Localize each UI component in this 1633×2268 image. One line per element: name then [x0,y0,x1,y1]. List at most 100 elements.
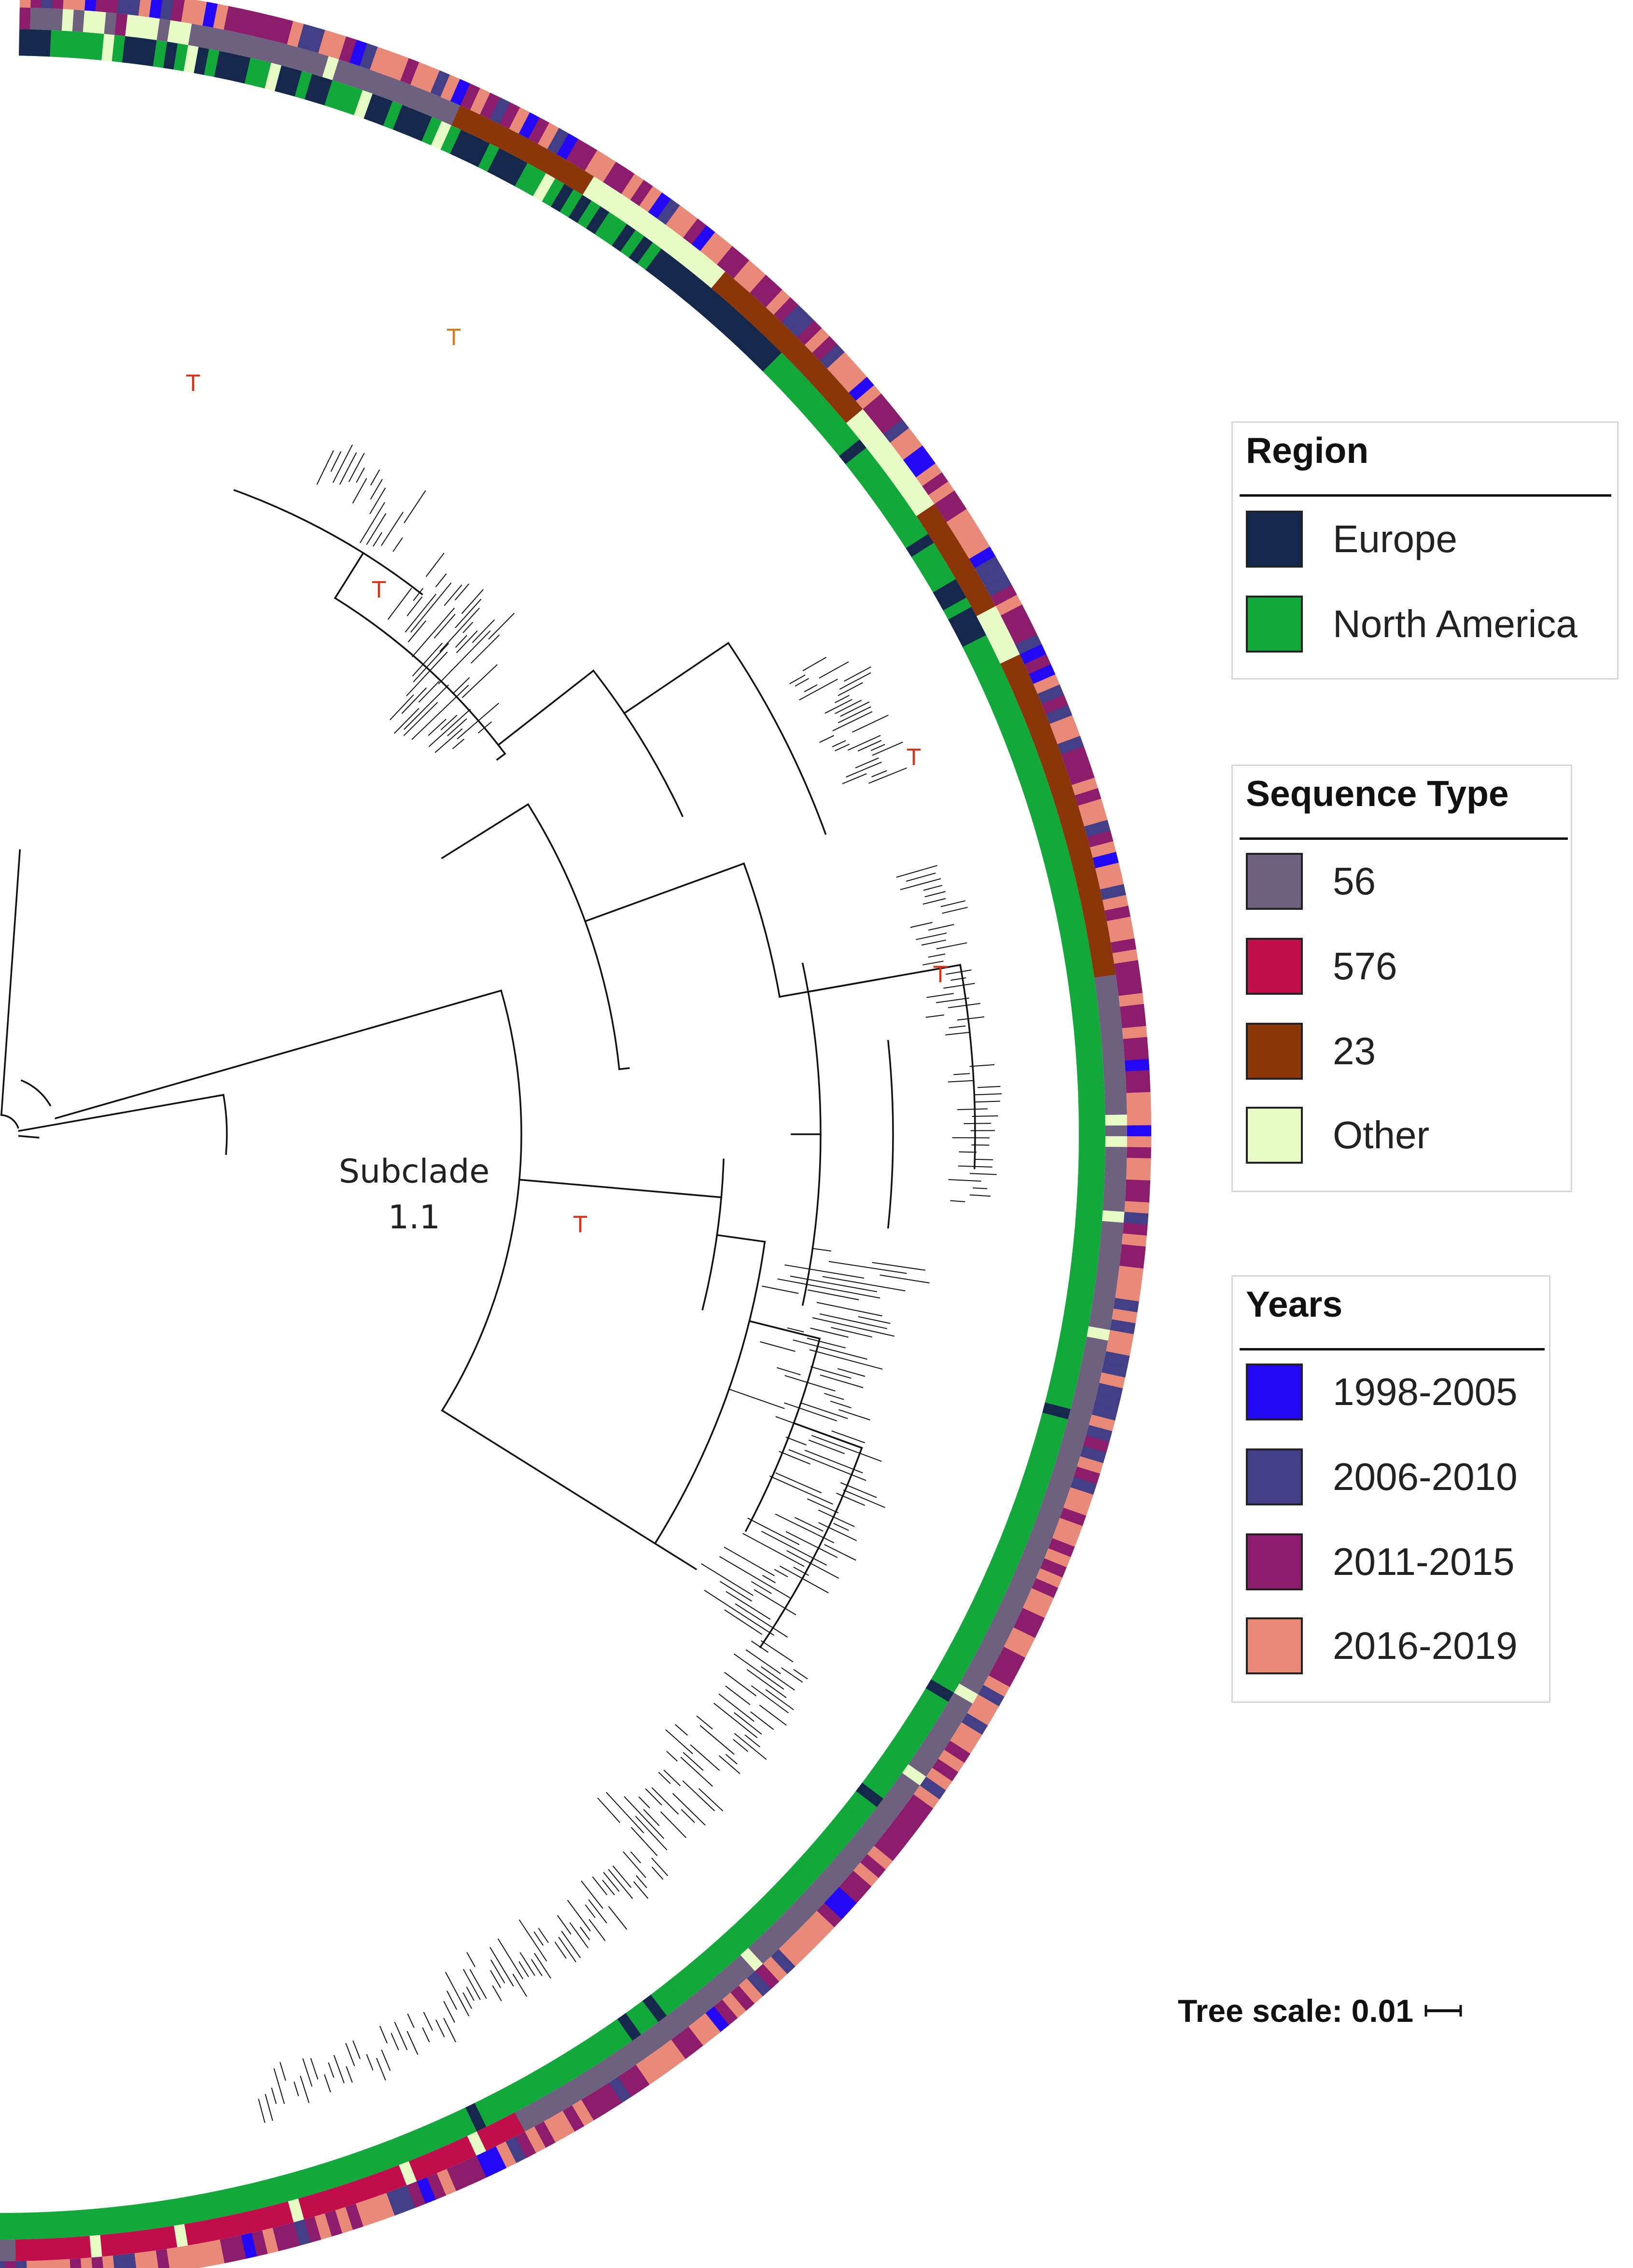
ring-segment [644,2052,668,2079]
tree-tip [969,1064,995,1067]
ring-segment [270,2175,288,2205]
tree-tip [490,1970,502,1989]
ring-segment [1076,1456,1103,1475]
ring-segment [678,275,704,303]
ring-segment [928,522,953,544]
ring-segment [382,77,402,101]
ring-segment [683,1962,709,1990]
tree-tip [390,694,414,721]
ring-segment [537,149,558,174]
ring-segment [903,1714,932,1739]
ring-segment [0,2240,5,2262]
ring-segment [1125,1059,1150,1072]
ring-segment [785,1903,810,1927]
tree-tip [832,740,846,748]
ring-segment [170,0,186,22]
ring-segment [793,1895,817,1920]
ring-segment [679,2026,703,2053]
ring-segment [666,205,690,232]
ring-segment [1126,1092,1151,1105]
ring-segment [1068,977,1096,993]
tree-tip [837,1368,865,1377]
ring-segment [1115,1287,1141,1303]
ring-segment [1121,1233,1147,1248]
tree-tip [769,1475,833,1505]
ring-segment [717,309,744,336]
ring-segment [1127,1103,1151,1116]
ring-segment [372,73,391,98]
ring-segment [991,585,1018,607]
ring-segment [995,1540,1024,1561]
ring-segment [700,232,725,259]
ring-segment [1040,1558,1067,1579]
ring-segment [26,2260,38,2268]
tree-tip [735,1603,788,1638]
ring-segment [882,1790,907,1813]
ring-segment [106,0,120,14]
tree-tip [370,479,383,500]
tree-tip [412,642,443,677]
tree-tip [751,1581,772,1594]
ring-segment [1101,1221,1124,1235]
tree-tip [279,2062,286,2081]
ring-segment [959,1674,984,1696]
tree-tip [435,573,447,587]
tree-tip [831,1327,873,1338]
tree-tip [413,587,424,601]
ring-segment [931,1720,956,1741]
legend-item-europe: Europe [1246,511,1457,568]
ring-segment [427,2149,447,2174]
tree-tip [811,1434,882,1462]
tree-tip [774,1569,788,1577]
ring-segment [176,2245,192,2268]
ring-segment [125,14,140,38]
ring-segment [805,399,833,425]
ring-segment [1042,1402,1071,1420]
ring-segment [127,0,141,16]
tree-tip [787,1327,804,1333]
tree-tip [828,1261,907,1274]
ring-segment [14,2212,26,2240]
ring-segment [1035,1510,1060,1529]
ring-segment [950,1634,980,1657]
ring-segment [1066,967,1095,983]
ring-segment [930,1670,960,1694]
tree-tip [910,922,933,928]
ring-segment [708,239,733,265]
tree-branch [759,1447,863,1648]
tree-tip [580,1926,590,1940]
tree-tip [651,1866,664,1880]
tree-tip [404,490,426,524]
tree-tip [492,1985,502,2002]
ring-segment [1077,1072,1104,1085]
ring-segment [19,29,31,56]
tree-tip [724,1609,763,1635]
ring-segment [991,1549,1020,1571]
tree-tip [370,469,380,486]
ring-segment [591,182,613,207]
ring-segment [1069,988,1097,1003]
tree-tip [606,1792,644,1834]
ring-segment [995,595,1023,617]
ring-segment [687,2020,712,2046]
ring-segment [1014,1491,1043,1512]
ring-segment [1072,1009,1100,1024]
ring-segment [980,565,1007,588]
ring-segment [45,2211,58,2239]
ring-segment [312,53,330,78]
tree-tip [949,1025,966,1029]
ring-segment [809,1839,837,1865]
tree-tip [729,1389,785,1409]
ring-segment [1001,722,1030,743]
ring-segment [1046,1480,1071,1499]
tree-tip [957,1016,985,1021]
ring-segment [983,1569,1012,1590]
ring-segment [674,1969,700,1997]
tree-tip [534,1953,551,1979]
ring-segment [1049,1372,1078,1390]
ring-segment [842,1799,871,1825]
tree-tip [759,1704,787,1726]
ring-segment [839,401,864,424]
ring-segment [895,1773,920,1795]
tree-tip [411,684,469,740]
